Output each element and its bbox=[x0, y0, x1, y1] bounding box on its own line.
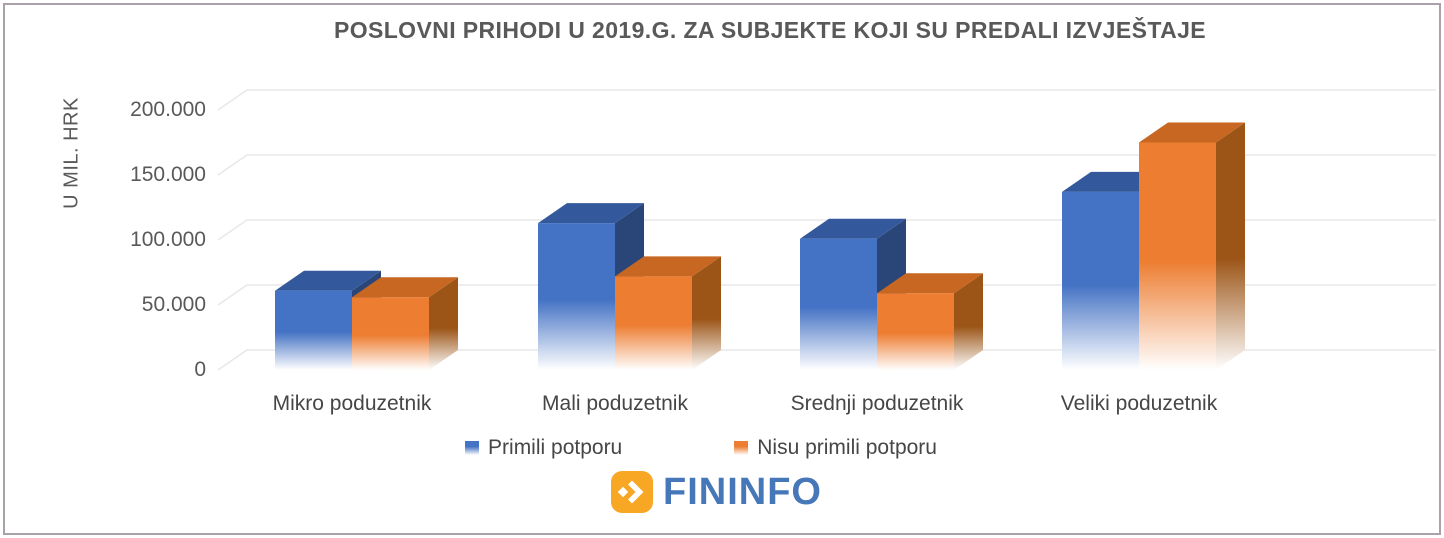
bar-mikro-series0-front bbox=[275, 290, 352, 370]
y-axis-tick-label: 50.000 bbox=[141, 293, 206, 316]
bar-srednji-series1-front bbox=[877, 293, 954, 370]
y-axis-tick-label: 200.000 bbox=[130, 98, 206, 121]
double-chevron-right-icon bbox=[611, 471, 654, 513]
chart-title: POSLOVNI PRIHODI U 2019.G. ZA SUBJEKTE K… bbox=[333, 17, 1207, 43]
gridline bbox=[217, 349, 1436, 371]
bar-veliki-series1-front bbox=[1139, 142, 1216, 370]
gridline bbox=[217, 219, 1436, 241]
category-label-srednji: Srednji poduzetnik bbox=[790, 392, 964, 415]
gridlines bbox=[217, 89, 1436, 371]
legend-label: Primili potporu bbox=[488, 436, 623, 459]
category-label-mali: Mali poduzetnik bbox=[542, 392, 688, 415]
bar-mikro-series1-side bbox=[429, 277, 458, 370]
bar-mali-series0-front bbox=[538, 223, 615, 370]
category-label-mikro: Mikro poduzetnik bbox=[272, 392, 432, 415]
chart-legend: Primili potporu Nisu primili potporu bbox=[465, 436, 937, 460]
bar-mali-series1-top bbox=[615, 256, 721, 277]
legend-label: Nisu primili potporu bbox=[757, 436, 937, 459]
fininfo-logo: FININFO bbox=[610, 470, 822, 514]
legend-item-nisu-primili: Nisu primili potporu bbox=[734, 436, 937, 460]
y-axis-tick-label: 100.000 bbox=[130, 228, 206, 251]
y-axis-tick-label: 0 bbox=[194, 358, 206, 381]
legend-item-primili: Primili potporu bbox=[465, 436, 622, 460]
bar-veliki-series1-top bbox=[1139, 122, 1245, 143]
bar-mali-series1-front bbox=[615, 276, 692, 370]
legend-swatch-orange-icon bbox=[734, 441, 749, 455]
bars bbox=[275, 122, 1245, 370]
bar-srednji-series0-top bbox=[800, 218, 906, 239]
bar-mikro-series0-top bbox=[275, 270, 381, 291]
bar-srednji-series1-top bbox=[877, 273, 983, 294]
bar-srednji-series0-front bbox=[800, 238, 877, 370]
bar-mikro-series1-top bbox=[352, 277, 458, 298]
bar-mali-series1-side bbox=[692, 256, 721, 370]
gridline bbox=[217, 89, 1436, 111]
fininfo-wordmark: FININFO bbox=[663, 471, 822, 513]
gridline bbox=[217, 284, 1436, 306]
y-axis-tick-label: 150.000 bbox=[130, 163, 206, 186]
category-label-veliki: Veliki poduzetnik bbox=[1060, 392, 1218, 415]
bar-veliki-series0-front bbox=[1062, 191, 1139, 370]
gridline bbox=[217, 154, 1436, 176]
bar-veliki-series1-side bbox=[1216, 122, 1245, 370]
bar-srednji-series1-side bbox=[954, 273, 983, 370]
bar-mali-series0-top bbox=[538, 203, 644, 224]
bar-mikro-series1-front bbox=[352, 297, 429, 370]
legend-swatch-blue-icon bbox=[465, 441, 480, 455]
